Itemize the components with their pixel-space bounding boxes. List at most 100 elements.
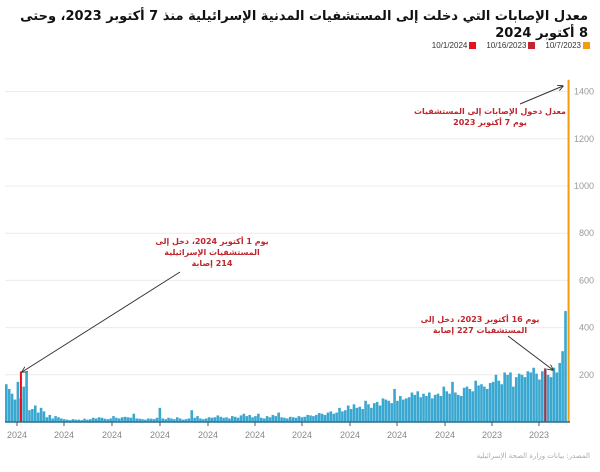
bar (390, 403, 393, 422)
bar (317, 413, 321, 422)
x-tick-label: 2024 (387, 430, 407, 440)
bar (5, 384, 8, 422)
bar (57, 417, 60, 422)
bar (193, 417, 196, 422)
bar (242, 413, 246, 422)
bar (413, 394, 417, 422)
bar (60, 418, 63, 422)
bar (45, 417, 49, 422)
bar (152, 419, 156, 422)
bar (497, 380, 501, 422)
bar (422, 393, 425, 422)
bar (222, 417, 225, 422)
bar (233, 416, 237, 422)
bar (538, 379, 541, 422)
bar (100, 417, 104, 422)
bar (239, 415, 243, 422)
bar (112, 416, 115, 422)
bar (274, 416, 278, 422)
bar (355, 407, 359, 422)
bar (535, 373, 538, 422)
bar (399, 396, 402, 422)
x-tick-label: 2023 (529, 430, 549, 440)
x-tick-label: 2024 (245, 430, 265, 440)
bar (74, 419, 78, 422)
bar (210, 417, 214, 422)
bar (430, 398, 434, 422)
annotation-text: المستشفيات الإسرائيلية (164, 248, 260, 257)
bar (384, 399, 388, 422)
x-tick-label: 2024 (150, 430, 170, 440)
bar (213, 417, 217, 422)
bar (442, 386, 446, 422)
bar (428, 392, 431, 422)
bar (135, 418, 138, 422)
bar (123, 416, 127, 422)
bar (387, 400, 391, 422)
bar (129, 417, 133, 422)
bar (541, 371, 544, 422)
bar (344, 410, 347, 422)
legend-item-oct7-2023: 10/7/2023 (545, 41, 590, 50)
bar (457, 394, 460, 422)
bar (315, 414, 318, 422)
bar (144, 419, 147, 422)
annotation-arrow (519, 86, 563, 105)
annotation-arrow (22, 271, 181, 372)
bar (16, 381, 20, 422)
x-tick-label: 2024 (292, 430, 312, 440)
bar (115, 417, 118, 422)
bar (71, 419, 75, 422)
bar (277, 412, 280, 422)
bar (225, 417, 228, 422)
bar (77, 419, 81, 422)
bar (303, 416, 307, 422)
bar (28, 410, 31, 422)
bar (178, 418, 182, 422)
bar (118, 418, 121, 422)
bar (22, 386, 25, 422)
bar (433, 394, 437, 422)
bar (204, 418, 208, 422)
bar (332, 413, 336, 422)
bar (33, 405, 37, 422)
bar (251, 417, 254, 422)
bar (352, 404, 356, 422)
bar (173, 419, 176, 422)
bar (439, 396, 443, 422)
bar (10, 393, 14, 422)
bar (483, 386, 486, 422)
bar (294, 417, 298, 422)
bar (196, 416, 199, 422)
legend: 10/1/2024 10/16/2023 10/7/2023 (432, 41, 590, 50)
bar (283, 417, 286, 422)
annotation-text: معدل دخول الإصابات إلى المستشفيات (414, 107, 566, 116)
bar (335, 412, 338, 422)
bar (477, 385, 480, 422)
y-tick-label: 400 (579, 323, 594, 333)
x-tick-label: 2023 (482, 430, 502, 440)
annotation-arrow (507, 335, 553, 370)
bar (248, 414, 251, 422)
bar (558, 363, 562, 422)
bar (280, 417, 283, 422)
bar (7, 388, 11, 422)
bar (323, 414, 327, 422)
bar (25, 371, 28, 422)
bar (500, 384, 504, 422)
bar (329, 411, 333, 422)
bar (103, 418, 107, 422)
bar (454, 392, 457, 422)
bar (167, 417, 170, 422)
x-tick-label: 2024 (435, 430, 455, 440)
annotation-text: المستشفيات 227 إصابة (433, 326, 528, 335)
annotation-text: 214 إصابة (192, 259, 233, 268)
bar (471, 391, 475, 422)
bar (155, 417, 159, 422)
y-tick-label: 1200 (574, 134, 594, 144)
bar (459, 396, 463, 422)
bar (474, 380, 477, 422)
bar (552, 367, 556, 422)
x-tick-label: 2024 (7, 430, 27, 440)
